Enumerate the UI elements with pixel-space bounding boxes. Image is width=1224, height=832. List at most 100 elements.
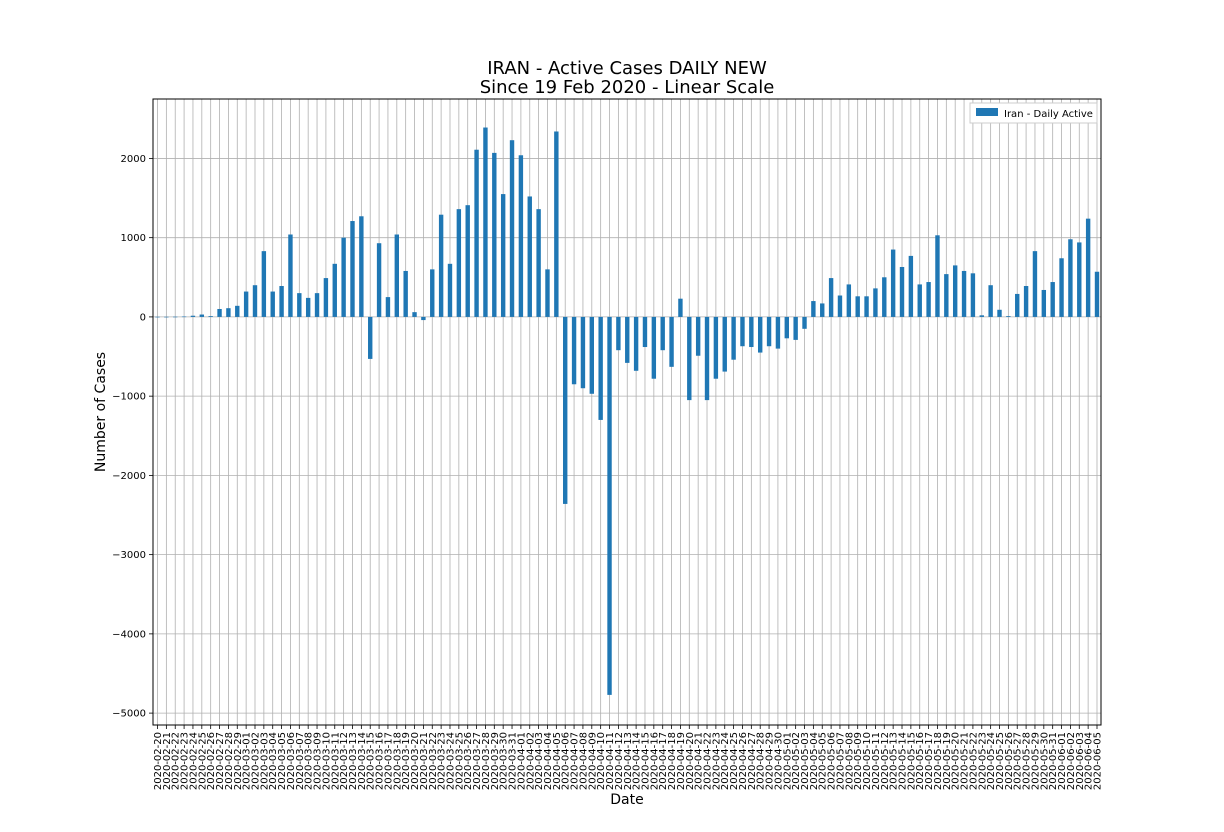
bar — [855, 296, 860, 317]
x-tick-label: 2020-03-14 — [357, 732, 368, 790]
bar — [687, 316, 692, 401]
bar — [1050, 282, 1055, 317]
bar — [873, 288, 878, 317]
y-tick-label: −5000 — [112, 709, 146, 720]
x-tick-label: 2020-03-17 — [383, 732, 394, 790]
bar — [518, 155, 524, 317]
x-tick-label: 2020-05-19 — [942, 732, 953, 790]
bar-series — [155, 127, 1100, 695]
bar — [376, 243, 382, 317]
x-tick-label: 2020-03-28 — [481, 732, 492, 790]
x-tick-label: 2020-03-23 — [437, 732, 448, 790]
x-tick-label: 2020-05-24 — [986, 732, 997, 790]
bar — [749, 316, 754, 348]
x-tick-label: 2020-03-04 — [268, 732, 279, 790]
y-tick-label: 2000 — [121, 154, 146, 165]
bar — [297, 293, 302, 317]
x-tick-label: 2020-03-02 — [250, 732, 261, 790]
bar — [988, 285, 993, 317]
x-tick-label: 2020-05-21 — [960, 732, 971, 790]
x-tick-label: 2020-05-26 — [1004, 732, 1015, 790]
bar — [173, 316, 178, 318]
x-tick-label: 2020-04-29 — [765, 732, 776, 790]
x-tick-label: 2020-04-30 — [773, 732, 784, 790]
x-tick-label: 2020-04-17 — [658, 732, 669, 790]
bar — [961, 270, 967, 317]
bar — [483, 127, 488, 317]
bar — [421, 316, 426, 321]
x-tick-label: 2020-05-15 — [906, 732, 917, 790]
bar — [1006, 316, 1011, 317]
bar — [1015, 293, 1020, 317]
bar — [359, 216, 364, 317]
bar — [935, 235, 940, 317]
x-tick-label: 2020-05-06 — [827, 732, 838, 790]
bar — [208, 316, 213, 317]
bar — [288, 234, 293, 317]
bar — [882, 277, 887, 317]
y-tick-label: −3000 — [112, 550, 146, 561]
bar — [616, 316, 621, 351]
legend: Iran - Daily Active — [969, 102, 1098, 124]
bar — [917, 284, 922, 317]
x-tick-label: 2020-03-25 — [454, 732, 465, 790]
bar — [820, 303, 825, 317]
x-tick-label: 2020-05-28 — [1022, 732, 1033, 790]
bar — [270, 291, 275, 317]
x-tick-label: 2020-05-20 — [951, 732, 962, 790]
chart-subtitle: Since 19 Feb 2020 - Linear Scale — [480, 77, 775, 98]
bar — [1041, 289, 1047, 317]
x-tick-label: 2020-04-04 — [543, 732, 554, 790]
bar — [607, 316, 612, 695]
bar — [394, 234, 400, 317]
bar — [678, 298, 683, 317]
x-axis-ticks: 2020-02-202020-02-212020-02-222020-02-23… — [153, 725, 1104, 790]
x-tick-label: 2020-04-16 — [649, 732, 660, 790]
bar — [740, 316, 745, 347]
bar — [1094, 271, 1100, 317]
x-tick-label: 2020-05-09 — [853, 732, 864, 790]
x-tick-label: 2020-04-08 — [578, 732, 589, 790]
x-tick-label: 2020-03-30 — [499, 732, 510, 790]
bar — [323, 278, 329, 317]
legend-label: Iran - Daily Active — [1004, 109, 1093, 120]
x-tick-label: 2020-04-11 — [605, 732, 616, 790]
bar — [474, 149, 479, 317]
x-tick-label: 2020-03-08 — [304, 732, 315, 790]
x-tick-label: 2020-04-10 — [596, 732, 607, 790]
x-tick-label: 2020-06-03 — [1075, 732, 1086, 790]
x-tick-label: 2020-04-23 — [711, 732, 722, 790]
x-tick-label: 2020-05-17 — [924, 732, 935, 790]
bar — [226, 308, 231, 317]
bar — [633, 316, 639, 371]
x-tick-label: 2020-02-20 — [153, 732, 164, 790]
x-tick-label: 2020-04-22 — [703, 732, 714, 790]
bar — [341, 237, 346, 317]
x-tick-label: 2020-05-27 — [1013, 732, 1024, 790]
x-tick-label: 2020-04-24 — [720, 732, 731, 790]
bar — [731, 316, 736, 360]
chart-title: IRAN - Active Cases DAILY NEW — [487, 58, 767, 79]
x-tick-label: 2020-04-27 — [747, 732, 758, 790]
bar — [890, 249, 896, 317]
x-tick-label: 2020-04-03 — [534, 732, 545, 790]
x-tick-label: 2020-03-21 — [419, 732, 430, 790]
bar — [181, 316, 187, 318]
bar — [899, 266, 905, 317]
x-tick-label: 2020-05-03 — [800, 732, 811, 790]
x-tick-label: 2020-04-06 — [561, 732, 572, 790]
bar — [571, 316, 577, 385]
x-tick-label: 2020-02-23 — [180, 732, 191, 790]
x-tick-label: 2020-03-09 — [313, 732, 324, 790]
y-tick-label: 1000 — [121, 233, 146, 244]
x-tick-label: 2020-06-05 — [1093, 732, 1104, 790]
bar — [784, 316, 789, 339]
bar — [625, 316, 630, 363]
x-tick-label: 2020-06-02 — [1066, 732, 1077, 790]
bar — [261, 251, 267, 317]
x-tick-label: 2020-05-10 — [862, 732, 873, 790]
bar — [979, 315, 984, 317]
x-tick-label: 2020-02-29 — [233, 732, 244, 790]
